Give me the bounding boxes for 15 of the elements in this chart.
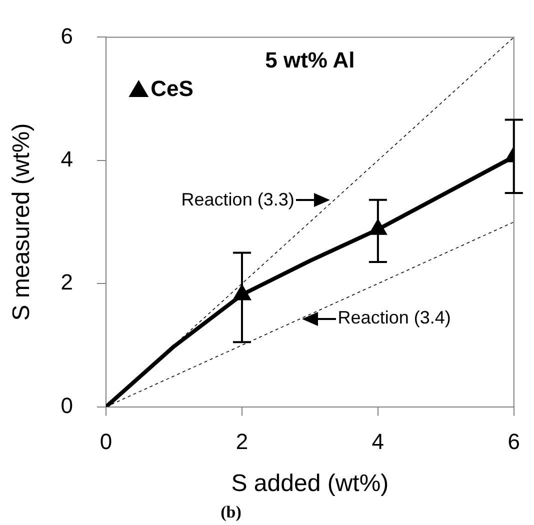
legend-label: CeS: [150, 76, 194, 102]
text: (b): [220, 502, 242, 522]
x-tick-label: 2: [236, 429, 248, 454]
x-axis-title: S added (wt%): [231, 470, 389, 498]
x-tick-label: 4: [372, 429, 384, 454]
annotation: Reaction (3.3): [181, 189, 294, 210]
y-tick-label: 0: [60, 392, 74, 418]
y-axis-title: S measured (wt%): [8, 123, 36, 321]
text: 5 wt% Al: [265, 47, 355, 72]
x-tick-label: 0: [100, 429, 112, 454]
y-tick-label: 4: [60, 146, 74, 172]
y-tick-label: 6: [60, 23, 74, 48]
annotation: Reaction (3.4): [338, 308, 451, 328]
y-tick-label: 2: [60, 270, 74, 295]
x-tick-label: 6: [508, 429, 520, 454]
